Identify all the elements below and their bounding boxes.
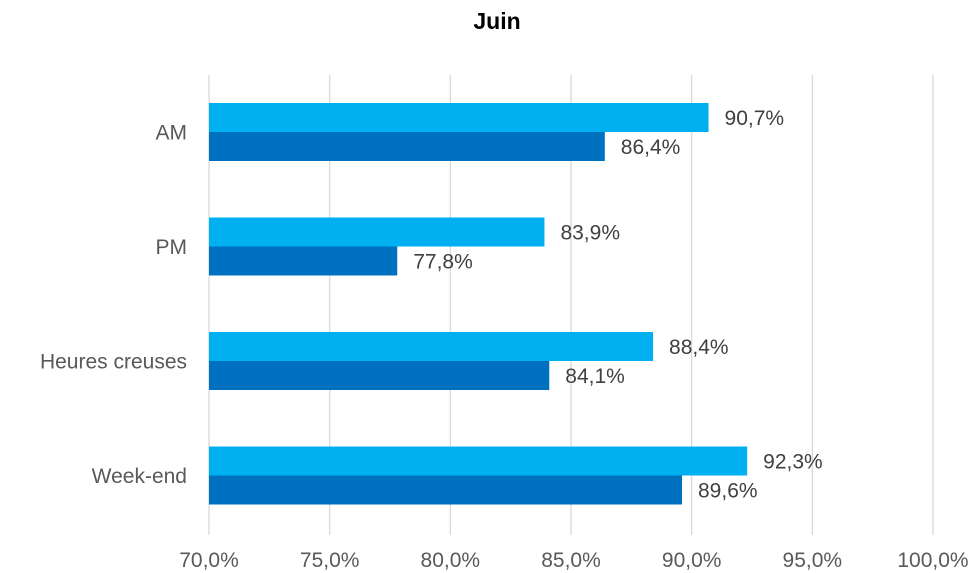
category-labels: AM PM Heures creuses Week-end (40, 122, 187, 489)
data-label: 86,4% (621, 136, 681, 159)
chart-title: Juin (473, 8, 521, 34)
data-label: 89,6% (698, 480, 758, 503)
bar-am-series-2 (209, 132, 605, 161)
bars (209, 103, 748, 505)
category-label: AM (156, 122, 188, 145)
data-label: 92,3% (763, 451, 823, 474)
category-label: Heures creuses (40, 351, 187, 374)
x-tick-label: 85,0% (541, 549, 601, 572)
bar-pm-series-2 (209, 246, 398, 276)
data-label: 77,8% (413, 251, 473, 274)
data-label: 84,1% (565, 365, 625, 388)
x-tick-labels: 70,0% 75,0% 80,0% 85,0% 90,0% 95,0% 100,0% (179, 549, 968, 572)
bar-heures-creuses-series-2 (209, 361, 550, 390)
category-label: Week-end (92, 465, 187, 488)
bar-week-end-series-2 (209, 475, 683, 505)
data-label: 83,9% (560, 222, 620, 245)
bar-pm-series-1 (209, 217, 545, 247)
data-labels: 90,7% 86,4% 83,9% 77,8% 88,4% 84,1% 92,3%89,6% (413, 107, 822, 503)
data-label: 90,7% (725, 107, 785, 130)
data-label: 88,4% (669, 336, 729, 359)
x-tick-label: 80,0% (421, 549, 481, 572)
bar-am-series-1 (209, 103, 709, 132)
x-tick-label: 95,0% (783, 549, 843, 572)
category-label: PM (156, 236, 188, 259)
x-tick-label: 90,0% (662, 549, 722, 572)
x-tick-label: 100,0% (897, 549, 968, 572)
bar-week-end-series-1 (209, 446, 748, 476)
bar-heures-creuses-series-1 (209, 332, 654, 361)
x-tick-label: 75,0% (300, 549, 360, 572)
x-tick-label: 70,0% (179, 549, 239, 572)
